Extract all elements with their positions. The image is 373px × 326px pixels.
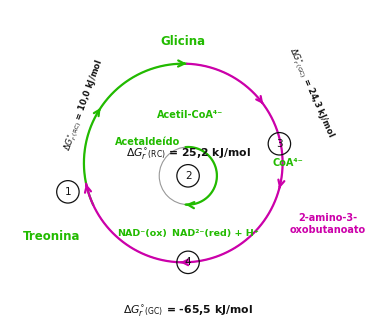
Text: 1: 1 [65,187,71,197]
Text: CoA⁴⁻: CoA⁴⁻ [273,158,304,168]
Text: 3: 3 [276,139,283,149]
Text: $\mathit{\Delta G_r^{\circ}}$$\mathsf{_{(RC)}}$ = 10,0 kJ/mol: $\mathit{\Delta G_r^{\circ}}$$\mathsf{_{… [61,57,107,153]
Text: Treonina: Treonina [23,230,81,243]
Text: Acetil-CoA⁴⁻: Acetil-CoA⁴⁻ [157,110,223,120]
Text: 2: 2 [185,171,191,181]
Text: 4: 4 [185,257,191,267]
Text: NAD²⁻(red) + H⁺: NAD²⁻(red) + H⁺ [172,229,259,238]
Text: 2-amino-3-
oxobutanoato: 2-amino-3- oxobutanoato [289,213,366,235]
Text: $\mathit{\Delta G_r^{\circ}}$$\mathsf{_{(GC)}}$ = -65,5 kJ/mol: $\mathit{\Delta G_r^{\circ}}$$\mathsf{_{… [123,303,253,318]
Text: NAD⁻(ox): NAD⁻(ox) [117,229,166,238]
Text: $\mathit{\Delta G_r^{\circ}}$$\mathsf{_{(GC)}}$ = 24,3 kJ/mol: $\mathit{\Delta G_r^{\circ}}$$\mathsf{_{… [285,45,338,140]
Text: Acetaldeído: Acetaldeído [115,137,181,147]
Text: $\mathit{\Delta G_r^{\circ}}$$\mathsf{_{(RC)}}$ = 25,2 kJ/mol: $\mathit{\Delta G_r^{\circ}}$$\mathsf{_{… [126,146,250,161]
Text: Glicina: Glicina [161,35,206,48]
